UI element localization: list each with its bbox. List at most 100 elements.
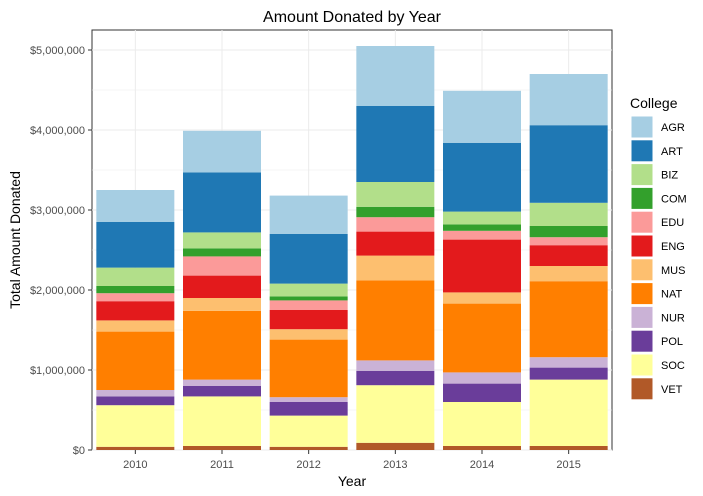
y-tick-label: $3,000,000: [30, 205, 85, 217]
bar-segment-pol-2013: [356, 370, 435, 386]
bar-segment-edu-2015: [529, 237, 608, 246]
legend-label-nur: NUR: [661, 312, 685, 324]
bar-segment-vet-2015: [529, 446, 608, 450]
bar-segment-nur-2015: [529, 357, 608, 368]
legend-key-pol: [630, 329, 654, 353]
bar-segment-agr-2013: [356, 46, 435, 106]
legend-key-soc: [630, 353, 654, 377]
grid-lines: [92, 30, 612, 451]
legend-label-art: ART: [661, 146, 683, 158]
bar-segment-nur-2010: [96, 390, 175, 397]
bar-segment-mus-2012: [269, 329, 348, 340]
bar-segment-soc-2013: [356, 385, 435, 443]
bar-segment-agr-2015: [529, 74, 608, 126]
bar-segment-mus-2013: [356, 255, 435, 281]
bar-segment-com-2012: [269, 296, 348, 301]
bar-segment-com-2011: [183, 248, 261, 257]
legend-key-nat: [630, 282, 654, 306]
bar-segment-eng-2012: [269, 310, 348, 330]
bar-segment-com-2015: [529, 226, 608, 238]
bar-segment-agr-2010: [96, 190, 175, 222]
legend-label-edu: EDU: [661, 217, 684, 229]
bar-segment-mus-2014: [443, 292, 521, 304]
bar-segment-soc-2011: [183, 396, 261, 446]
bar-segment-nur-2012: [269, 397, 348, 402]
bar-segment-biz-2010: [96, 267, 175, 286]
bars: [96, 46, 608, 450]
bar-segment-mus-2010: [96, 320, 175, 332]
bar-segment-vet-2014: [443, 446, 521, 450]
bar-segment-com-2010: [96, 286, 175, 294]
x-tick-label: 2013: [383, 459, 407, 471]
bar-segment-edu-2013: [356, 217, 435, 232]
legend-key-vet: [630, 377, 654, 401]
bar-segment-biz-2013: [356, 182, 435, 207]
bar-segment-nur-2014: [443, 372, 521, 384]
bar-segment-com-2014: [443, 224, 521, 231]
chart-title: Amount Donated by Year: [263, 9, 442, 26]
bar-segment-edu-2011: [183, 256, 261, 276]
bar-segment-art-2012: [269, 234, 348, 284]
bar-segment-pol-2014: [443, 383, 521, 402]
legend-label-agr: AGR: [661, 122, 685, 134]
legend-key-art: [630, 139, 654, 163]
bar-segment-soc-2014: [443, 402, 521, 446]
bar-segment-edu-2014: [443, 230, 521, 240]
legend-label-eng: ENG: [661, 241, 685, 253]
bar-segment-pol-2011: [183, 386, 261, 397]
bar-segment-art-2010: [96, 222, 175, 268]
bar-segment-eng-2013: [356, 231, 435, 256]
y-tick-label: $2,000,000: [30, 285, 85, 297]
legend-key-mus: [630, 258, 654, 282]
bar-segment-art-2013: [356, 106, 435, 182]
x-axis-title: Year: [338, 473, 367, 489]
axes: $0 $1,000,000 $2,000,000 $3,000,000 $4,000,0…: [30, 45, 581, 471]
legend-key-agr: [630, 115, 654, 139]
bar-segment-vet-2010: [96, 446, 175, 450]
legend-key-eng: [630, 234, 654, 258]
y-axis-title: Total Amount Donated: [7, 171, 23, 309]
bar-segment-eng-2015: [529, 245, 608, 266]
bar-segment-nat-2011: [183, 310, 261, 380]
legend-key-com: [630, 186, 654, 210]
y-tick-label: $4,000,000: [30, 125, 85, 137]
bar-segment-nat-2014: [443, 303, 521, 373]
bar-segment-nur-2013: [356, 360, 435, 371]
legend-label-soc: SOC: [661, 360, 685, 372]
bar-segment-pol-2015: [529, 367, 608, 380]
legend-label-biz: BIZ: [661, 170, 678, 182]
bar-segment-soc-2010: [96, 405, 175, 447]
bar-segment-biz-2011: [183, 232, 261, 249]
y-tick-label: $5,000,000: [30, 45, 85, 57]
bar-segment-biz-2015: [529, 202, 608, 226]
bar-segment-eng-2011: [183, 275, 261, 298]
bar-segment-nat-2015: [529, 281, 608, 358]
y-tick-label: $0: [73, 445, 85, 457]
legend-label-mus: MUS: [661, 265, 685, 277]
legend-label-pol: POL: [661, 336, 683, 348]
legend-title: College: [630, 95, 678, 111]
bar-segment-agr-2012: [269, 195, 348, 234]
legend-label-vet: VET: [661, 384, 683, 396]
legend-label-nat: NAT: [661, 289, 682, 301]
bar-segment-soc-2012: [269, 415, 348, 447]
legend-key-edu: [630, 210, 654, 234]
legend: College AGR ART BIZ COM EDU ENG MUS NAT NUR POL SOC…: [630, 95, 687, 401]
bar-segment-com-2013: [356, 206, 435, 218]
bar-segment-mus-2015: [529, 266, 608, 282]
bar-segment-vet-2011: [183, 446, 261, 450]
bar-segment-vet-2012: [269, 446, 348, 450]
bar-segment-pol-2012: [269, 402, 348, 416]
bar-segment-nur-2011: [183, 379, 261, 386]
x-tick-label: 2011: [210, 459, 234, 471]
bar-segment-art-2011: [183, 172, 261, 233]
x-tick-label: 2012: [296, 459, 320, 471]
x-tick-label: 2014: [470, 459, 494, 471]
bar-segment-art-2015: [529, 125, 608, 203]
bar-segment-mus-2011: [183, 298, 261, 311]
bar-segment-pol-2010: [96, 396, 175, 406]
bar-segment-edu-2012: [269, 300, 348, 310]
bar-segment-eng-2010: [96, 301, 175, 321]
bar-segment-nat-2012: [269, 339, 348, 398]
